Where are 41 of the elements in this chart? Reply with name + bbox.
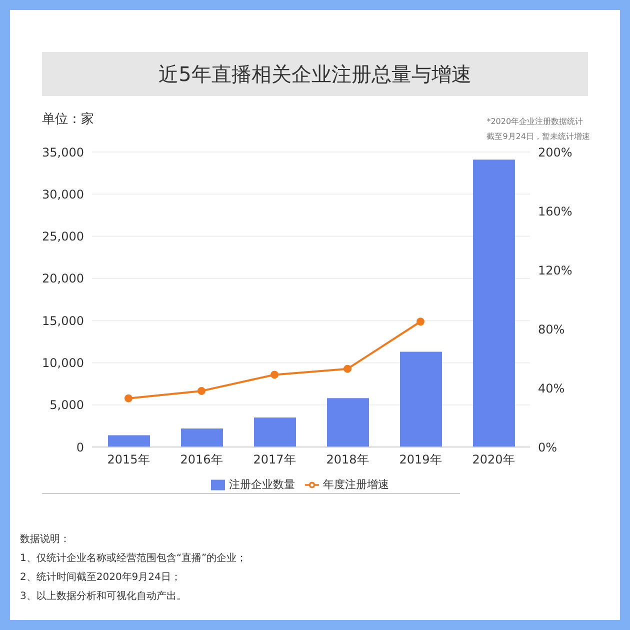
y2-tick-label: 160% xyxy=(538,204,572,218)
point xyxy=(198,386,206,395)
text: 3、以上数据分析和可视化自动产出。 xyxy=(20,590,188,604)
bar xyxy=(327,398,369,447)
legend-label: 注册企业数量 xyxy=(229,478,295,491)
text: 截至9月24日，暂未统计增速 xyxy=(486,131,590,143)
y-tick-label: 30,000 xyxy=(42,187,84,202)
y-tick-label: 5,000 xyxy=(50,398,84,412)
y-tick-label: 20,000 xyxy=(42,272,84,286)
bar xyxy=(400,352,442,447)
x-tick-label: 2019年 xyxy=(399,452,442,467)
y-tick-label: 25,000 xyxy=(42,230,84,244)
y-axis-title: 单位：家 xyxy=(42,111,94,128)
x-tick-label: 2016年 xyxy=(180,452,223,467)
text: *2020年企业注册数据统计 xyxy=(486,116,584,128)
x-tick-label: 2017年 xyxy=(253,452,296,467)
y-tick-label: 10,000 xyxy=(42,356,84,370)
y2-tick-label: 0% xyxy=(538,440,558,454)
point xyxy=(124,394,132,402)
y2-tick-label: 200% xyxy=(538,145,572,160)
y-tick-label: 35,000 xyxy=(42,145,84,160)
y-tick-label: 15,000 xyxy=(42,314,84,328)
x-tick-label: 2020年 xyxy=(472,452,515,467)
x-tick-label: 2018年 xyxy=(326,452,369,467)
y2-tick-label: 120% xyxy=(538,263,572,278)
text: 数据说明： xyxy=(20,533,71,547)
bar xyxy=(254,418,296,447)
bar xyxy=(181,428,223,447)
y2-tick-label: 80% xyxy=(538,322,565,336)
chart-title: 近5年直播相关企业注册总量与增速 xyxy=(42,52,588,96)
text: 2、统计时间截至2020年9月24日； xyxy=(20,570,182,585)
point xyxy=(270,370,278,379)
y-tick-label: 0 xyxy=(76,440,84,454)
text: 1、仅统计企业名称或经营范围包含“直播”的企业； xyxy=(20,552,247,566)
point xyxy=(416,318,424,326)
y2-tick-label: 40% xyxy=(538,381,565,396)
legend-label: 年度注册增速 xyxy=(323,478,389,491)
x-tick-label: 2015年 xyxy=(107,452,150,467)
bar xyxy=(473,160,515,447)
point xyxy=(344,364,352,373)
bar xyxy=(108,435,150,447)
